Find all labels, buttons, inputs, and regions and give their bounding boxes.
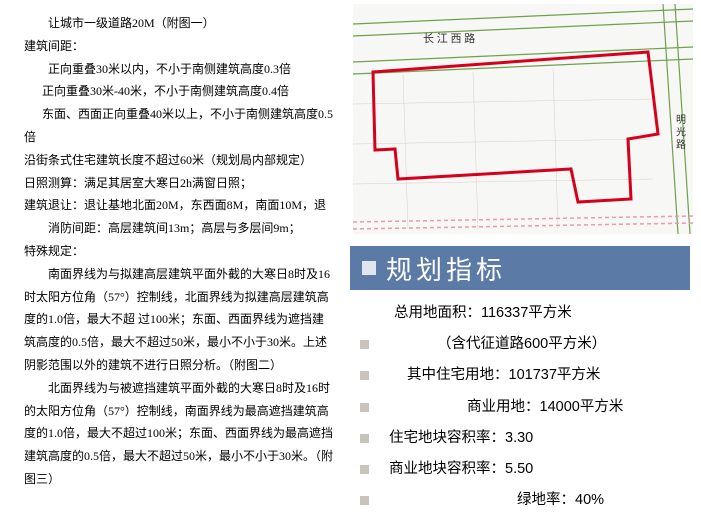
line: 让城市一级道路20M（附图一） xyxy=(24,12,334,35)
bullet-icon xyxy=(360,434,369,443)
line: 特殊规定： xyxy=(24,240,334,263)
line: 南面界线为与拟建高层建筑平面外截的大寒日8时及16时太阳方位角（57°）控制线，… xyxy=(24,263,334,377)
metric: 绿地率：40% xyxy=(377,485,604,516)
line: 建筑间距： xyxy=(24,35,334,58)
section-title-bar: 规划指标 xyxy=(350,246,690,290)
metric: （含代征道路600平方米） xyxy=(377,329,606,360)
line: 建筑退让：退让基地北面20M，东西面8M，南面10M，退 xyxy=(24,194,334,217)
bullet-icon xyxy=(360,403,369,412)
section-title: 规划指标 xyxy=(386,250,506,287)
metric: 商业用地：14000平方米 xyxy=(377,392,623,423)
metric: 住宅地块容积率：3.30 xyxy=(377,423,533,454)
bullet-icon xyxy=(360,496,369,505)
site-map: 长 江 西 路 明 光 路 xyxy=(353,4,693,234)
bullet-icon xyxy=(360,465,369,474)
bullet-icon xyxy=(360,340,369,349)
planning-metrics: 总用地面积：116337平方米 （含代征道路600平方米） 其中住宅用地：101… xyxy=(360,298,690,516)
line: 消防间距：高层建筑间13m；高层与多层间9m； xyxy=(24,217,334,240)
line: 沿街条式住宅建筑长度不超过60米（规划局内部规定） xyxy=(24,149,334,172)
title-square-icon xyxy=(362,261,376,275)
metric: 商业地块容积率：5.50 xyxy=(377,454,533,485)
regulation-text: 让城市一级道路20M（附图一） 建筑间距： 正向重叠30米以内，不小于南侧建筑高… xyxy=(24,12,334,491)
line: 正向重叠30米-40米，不小于南侧建筑高度0.4倍 xyxy=(24,80,334,103)
line: 日照测算：满足其居室大寒日2h满窗日照； xyxy=(24,172,334,195)
metric: 总用地面积：116337平方米 xyxy=(394,298,572,329)
line: 正向重叠30米以内，不小于南侧建筑高度0.3倍 xyxy=(24,58,334,81)
road-label: 长 江 西 路 xyxy=(423,32,475,45)
bullet-icon xyxy=(360,371,369,380)
svg-text:明 光 路: 明 光 路 xyxy=(674,114,686,150)
metric: 其中住宅用地：101737平方米 xyxy=(377,360,600,391)
line: 北面界线为与被遮挡建筑平面外截的大寒日8时及16时的太阳方位角（57°）控制线，… xyxy=(24,377,334,491)
line: 东面、西面正向重叠40米以上，不小于南侧建筑高度0.5倍 xyxy=(24,103,334,149)
